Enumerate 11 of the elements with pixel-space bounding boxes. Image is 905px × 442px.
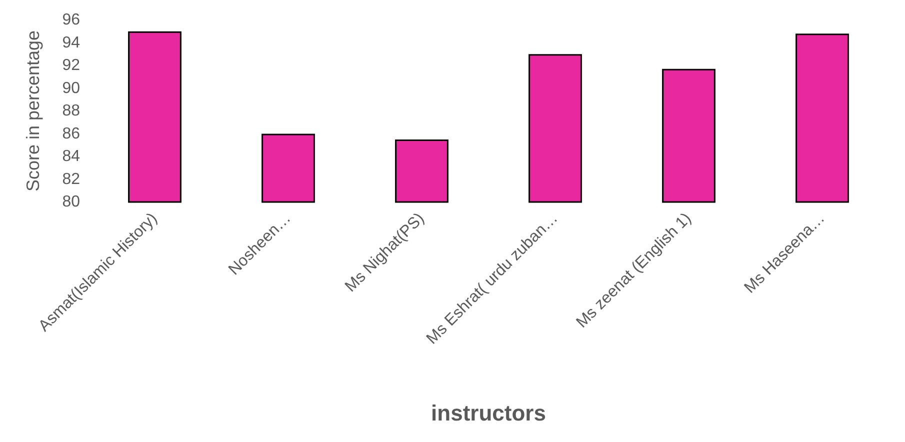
- x-axis-title: instructors: [431, 400, 546, 426]
- y-tick-label: 88: [62, 102, 80, 120]
- y-axis-title: Score in percentage: [23, 30, 43, 192]
- y-tick-label: 90: [62, 80, 80, 97]
- y-tick-label: 94: [62, 34, 80, 52]
- y-tick-label: 92: [62, 57, 80, 74]
- y-tick-label: 96: [62, 12, 80, 28]
- y-tick-label: 82: [62, 170, 80, 188]
- y-tick-label: 80: [62, 194, 80, 210]
- y-tick-label: 84: [62, 148, 80, 165]
- y-tick-label: 86: [62, 125, 80, 142]
